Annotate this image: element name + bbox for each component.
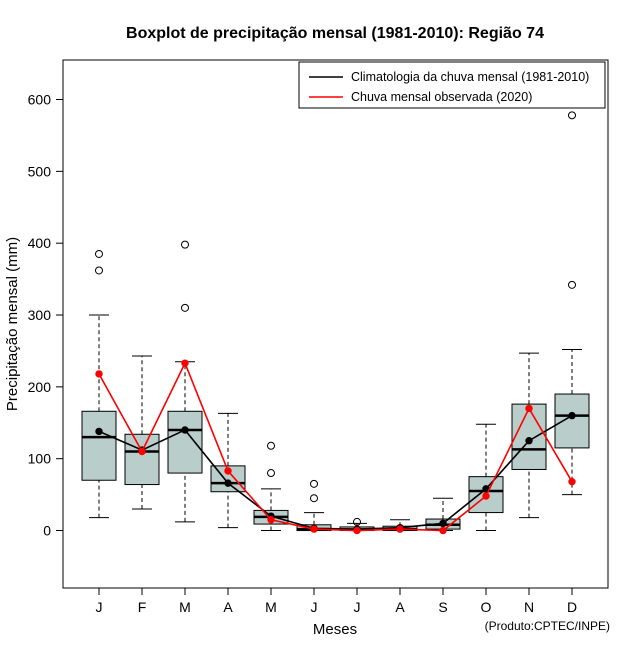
chart-title: Boxplot de precipitação mensal (1981-201… <box>126 25 544 42</box>
y-axis-label: Precipitação mensal (mm) <box>4 237 21 411</box>
x-tick-label: M <box>265 599 277 615</box>
iqr-box <box>511 403 547 470</box>
plot-frame <box>62 59 609 589</box>
series-point-1 <box>353 526 361 535</box>
series-point-0 <box>568 411 576 420</box>
y-tick-label: 500 <box>28 163 52 179</box>
x-tick-label: D <box>567 599 577 615</box>
x-axis-label: Meses <box>313 621 357 638</box>
series-point-1 <box>568 477 576 486</box>
x-tick-label: F <box>138 599 147 615</box>
outlier-point <box>568 280 576 289</box>
iqr-box <box>167 410 203 474</box>
outlier-point <box>267 469 275 478</box>
series-point-1 <box>138 447 146 456</box>
series-point-0 <box>439 519 447 528</box>
y-tick-label: 600 <box>28 92 52 108</box>
x-tick-label: M <box>179 599 191 615</box>
series-point-1 <box>396 525 404 533</box>
series-point-0 <box>224 479 232 487</box>
boxplot-month-3 <box>167 240 203 523</box>
x-tick-label: A <box>223 599 233 615</box>
series-point-1 <box>439 526 447 535</box>
series-point-0 <box>525 437 533 445</box>
x-tick-label: J <box>96 599 103 615</box>
x-tick-label: S <box>438 599 447 615</box>
series-point-1 <box>482 492 490 500</box>
series-line-1 <box>98 361 573 532</box>
y-tick-label: 200 <box>28 379 52 395</box>
x-tick-label: N <box>524 599 534 615</box>
series-point-1 <box>267 516 275 524</box>
boxplot-month-2 <box>124 355 160 510</box>
x-tick-label: J <box>354 599 361 615</box>
boxplot-month-12 <box>554 111 590 496</box>
series-point-1 <box>310 525 318 533</box>
outlier-point <box>181 303 189 312</box>
boxplot-month-10 <box>468 423 504 532</box>
series-point-1 <box>95 370 103 378</box>
boxplot-month-11 <box>511 352 547 519</box>
y-tick-label: 300 <box>28 307 52 323</box>
x-tick-label: A <box>395 599 405 615</box>
series-point-1 <box>525 404 533 413</box>
outlier-point <box>267 441 275 450</box>
x-tick-label: J <box>311 599 318 615</box>
outlier-point <box>310 479 318 488</box>
outlier-point <box>95 266 103 275</box>
y-tick-label: 0 <box>43 523 51 539</box>
series-point-1 <box>224 467 232 475</box>
y-tick-label: 100 <box>28 451 52 467</box>
legend-frame <box>298 61 606 109</box>
iqr-box <box>81 410 117 481</box>
series-point-0 <box>181 426 189 434</box>
outlier-point <box>310 494 318 503</box>
outlier-point <box>568 111 576 120</box>
series-point-1 <box>181 359 189 367</box>
iqr-box <box>124 433 160 486</box>
outlier-point <box>181 240 189 249</box>
credit-text: (Produto:CPTEC/INPE) <box>485 619 610 633</box>
legend-label-0: Climatologia da chuva mensal (1981-2010) <box>351 70 589 84</box>
iqr-box <box>554 393 590 449</box>
series-point-0 <box>95 427 103 436</box>
x-tick-label: O <box>481 599 492 615</box>
legend-label-1: Chuva mensal observada (2020) <box>351 90 532 104</box>
outlier-point <box>95 249 103 258</box>
boxplot-month-1 <box>81 249 117 519</box>
y-tick-label: 400 <box>28 235 52 251</box>
boxplot-month-6 <box>296 479 332 532</box>
legend: Climatologia da chuva mensal (1981-2010)… <box>298 61 606 109</box>
plot-area: 0 100 200 300 400 500 600 J F M A M J J A S O N D <box>28 59 609 615</box>
